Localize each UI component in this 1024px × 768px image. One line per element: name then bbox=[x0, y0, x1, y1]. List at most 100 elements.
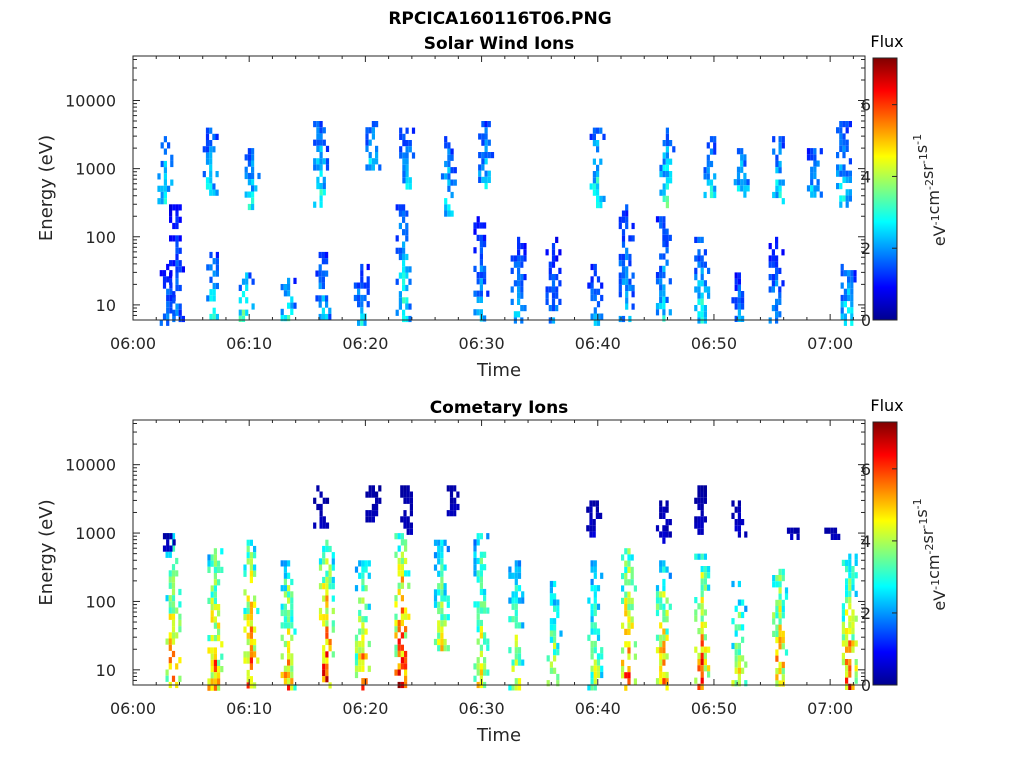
x-tick-label: 06:30 bbox=[459, 334, 505, 353]
flux-burst bbox=[365, 121, 382, 171]
x-tick-label: 06:50 bbox=[691, 334, 737, 353]
flux-burst bbox=[655, 500, 672, 544]
flux-burst bbox=[400, 485, 413, 535]
x-tick-label: 06:40 bbox=[575, 334, 621, 353]
flux-burst bbox=[772, 568, 789, 687]
flux-burst bbox=[659, 127, 676, 209]
plot-frame bbox=[132, 419, 866, 686]
x-tick-label: 06:20 bbox=[342, 699, 388, 718]
flux-burst bbox=[353, 263, 370, 326]
flux-burst bbox=[703, 136, 717, 199]
flux-burst bbox=[655, 560, 672, 691]
y-tick-label: 10 bbox=[96, 296, 116, 315]
flux-burst bbox=[546, 580, 563, 687]
panel-title: Cometary Ions bbox=[430, 398, 569, 418]
flux-burst bbox=[786, 527, 800, 540]
colorbar: Flux 0 2 4 6 eV-1cm-2sr-1s-1 bbox=[861, 396, 949, 695]
plot-frame bbox=[132, 55, 866, 321]
flux-burst bbox=[508, 560, 525, 691]
y-tick-label: 100 bbox=[85, 228, 116, 247]
flux-burst bbox=[354, 560, 371, 691]
x-tick-label: 06:20 bbox=[342, 334, 388, 353]
flux-burst bbox=[694, 485, 707, 535]
spectrogram-cells bbox=[162, 485, 858, 691]
y-tick-label: 1000 bbox=[75, 524, 116, 543]
flux-burst bbox=[806, 148, 823, 198]
flux-burst bbox=[440, 136, 457, 217]
x-tick-label: 06:10 bbox=[226, 699, 272, 718]
flux-burst bbox=[587, 560, 604, 691]
colorbar-tick-label: 4 bbox=[861, 167, 871, 186]
y-tick-label: 10000 bbox=[65, 456, 116, 475]
x-axis-label: Time bbox=[476, 725, 521, 746]
x-tick-label: 06:10 bbox=[226, 334, 272, 353]
x-axis-label: Time bbox=[476, 360, 521, 381]
x-tick-label: 07:00 bbox=[807, 699, 853, 718]
flux-burst bbox=[618, 204, 635, 323]
flux-burst bbox=[238, 272, 255, 322]
flux-burst bbox=[162, 533, 176, 552]
colorbar: Flux 0 2 4 6 eV-1cm-2sr-1s-1 bbox=[861, 32, 949, 330]
colorbar-tick-label: 4 bbox=[861, 532, 871, 551]
flux-burst bbox=[446, 485, 460, 517]
flux-burst bbox=[545, 236, 562, 324]
flux-burst bbox=[202, 127, 219, 196]
flux-burst bbox=[395, 204, 412, 323]
flux-burst bbox=[159, 263, 176, 326]
x-tick-label: 06:00 bbox=[110, 699, 156, 718]
colorbar-tick-label: 2 bbox=[861, 239, 871, 258]
spectrogram-cells bbox=[157, 121, 857, 326]
flux-burst bbox=[694, 553, 711, 690]
flux-burst bbox=[165, 533, 182, 689]
flux-burst bbox=[394, 533, 411, 689]
flux-burst bbox=[206, 251, 219, 321]
flux-burst bbox=[589, 127, 606, 209]
flux-burst bbox=[840, 263, 857, 326]
colorbar-unit-label: eV-1cm-2sr-1s-1 bbox=[911, 134, 949, 246]
flux-burst bbox=[399, 127, 416, 190]
flux-burst bbox=[768, 236, 785, 324]
flux-burst bbox=[478, 121, 495, 190]
flux-burst bbox=[586, 500, 603, 538]
y-tick-label: 10000 bbox=[65, 92, 116, 111]
flux-burst bbox=[510, 236, 527, 324]
flux-burst bbox=[731, 580, 748, 687]
x-tick-label: 06:40 bbox=[575, 699, 621, 718]
cometary-ions-panel: Cometary Ions 06:00 06:10 06:20 06:30 06:40 0 6… bbox=[36, 396, 949, 746]
flux-burst bbox=[587, 263, 604, 326]
flux-burst bbox=[824, 527, 841, 540]
y-axis-label: Energy (eV) bbox=[36, 499, 57, 605]
x-tick-label: 06:30 bbox=[459, 699, 505, 718]
panel-title: Solar Wind Ions bbox=[424, 34, 575, 54]
flux-burst bbox=[280, 560, 297, 691]
colorbar-unit-label: eV-1cm-2sr-1s-1 bbox=[911, 498, 949, 610]
flux-burst bbox=[655, 216, 672, 322]
colorbar-scale bbox=[872, 57, 898, 321]
y-tick-label: 100 bbox=[85, 592, 116, 611]
colorbar-tick-label: 0 bbox=[861, 311, 871, 330]
colorbar-title: Flux bbox=[870, 396, 903, 415]
colorbar-tick-label: 2 bbox=[861, 604, 871, 623]
colorbar-tick-label: 6 bbox=[861, 460, 871, 479]
flux-burst bbox=[244, 148, 261, 211]
flux-burst bbox=[473, 216, 490, 322]
flux-burst bbox=[169, 204, 185, 323]
flux-burst bbox=[731, 500, 748, 538]
colorbar-tick-label: 0 bbox=[861, 676, 871, 695]
flux-burst bbox=[280, 277, 297, 322]
flux-burst bbox=[365, 485, 382, 523]
flux-burst bbox=[207, 548, 224, 691]
y-axis-label: Energy (eV) bbox=[36, 135, 57, 241]
flux-burst bbox=[243, 539, 260, 689]
colorbar-tick-label: 6 bbox=[861, 96, 871, 115]
y-tick-label: 1000 bbox=[75, 160, 116, 179]
flux-burst bbox=[731, 272, 745, 322]
figure-title: RPCICA160116T06.PNG bbox=[388, 9, 611, 29]
flux-burst bbox=[313, 485, 330, 529]
flux-burst bbox=[157, 136, 174, 205]
flux-burst bbox=[473, 533, 490, 689]
colorbar-title: Flux bbox=[870, 32, 903, 51]
flux-burst bbox=[318, 539, 335, 689]
x-tick-label: 06:00 bbox=[110, 334, 156, 353]
